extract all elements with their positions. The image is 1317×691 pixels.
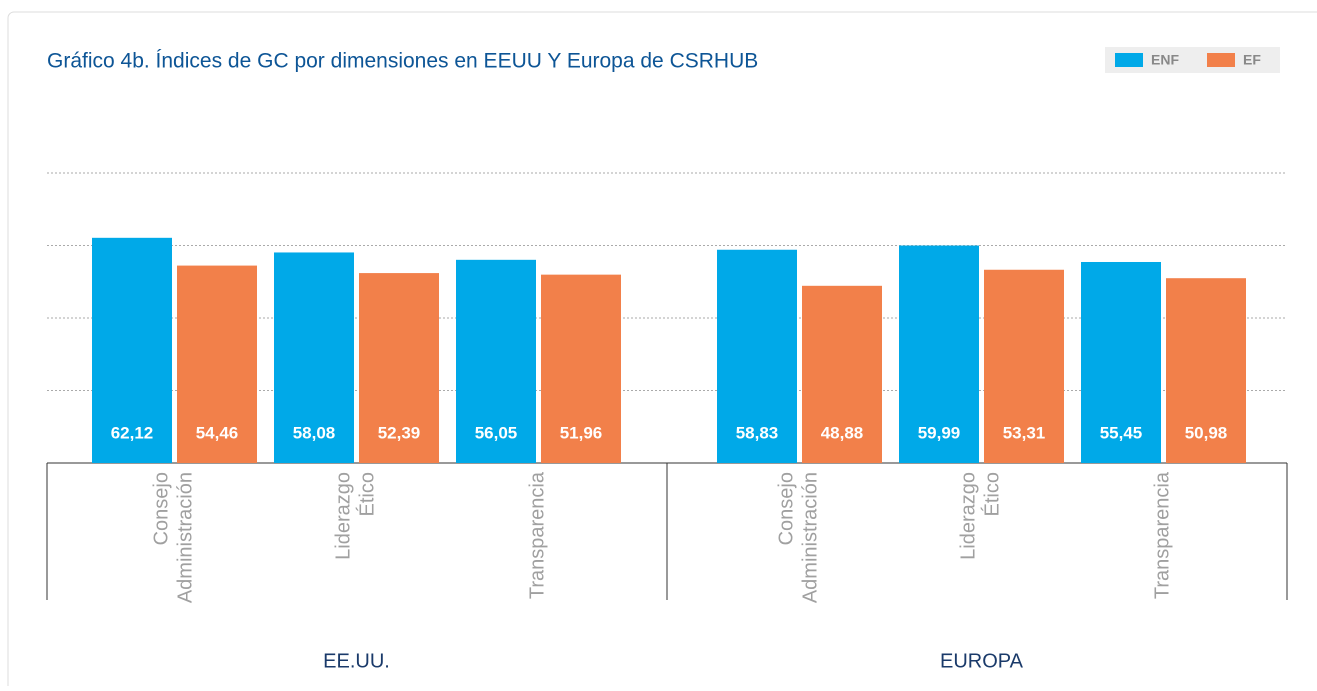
category-line: Consejo	[151, 472, 173, 545]
category-line: Transparencia	[1152, 471, 1174, 599]
bar	[274, 252, 354, 463]
value-label: 56,05	[475, 423, 518, 442]
value-label: 59,99	[918, 423, 961, 442]
category-label: Transparencia	[527, 471, 549, 599]
bar	[899, 245, 979, 463]
bar	[1166, 278, 1246, 463]
bar	[92, 237, 172, 463]
value-label: 50,98	[1185, 423, 1228, 442]
bar	[541, 274, 621, 463]
legend-swatch	[1207, 53, 1235, 67]
value-label: 52,39	[378, 423, 421, 442]
bar	[359, 273, 439, 463]
category-line: Ético	[981, 472, 1004, 516]
value-label: 54,46	[196, 423, 239, 442]
value-label: 51,96	[560, 423, 603, 442]
category-line: Administración	[800, 472, 822, 603]
legend-swatch	[1115, 53, 1143, 67]
category-label: Transparencia	[1152, 471, 1174, 599]
bar	[802, 285, 882, 463]
card	[7, 11, 1317, 691]
value-label: 55,45	[1100, 423, 1143, 442]
category-label: Liderazgo Ético	[333, 472, 379, 560]
group-label: EE.UU.	[323, 650, 390, 672]
value-label: 62,12	[111, 423, 154, 442]
bar	[984, 269, 1064, 463]
category-label: Liderazgo Ético	[958, 472, 1004, 560]
bar	[456, 259, 536, 463]
legend-label: EF	[1243, 52, 1261, 68]
value-label: 53,31	[1003, 423, 1046, 442]
value-label: 48,88	[821, 423, 864, 442]
value-label: 58,08	[293, 423, 336, 442]
bar	[717, 249, 797, 463]
value-label: 58,83	[736, 423, 779, 442]
chart-title: Gráfico 4b. Índices de GC por dimensione…	[47, 50, 758, 73]
category-line: Liderazgo	[333, 472, 355, 560]
category-line: Liderazgo	[958, 472, 980, 560]
category-label: Consejo Administración	[151, 472, 197, 603]
bar	[1081, 261, 1161, 463]
category-label: Consejo Administración	[776, 472, 822, 603]
category-line: Ético	[356, 472, 379, 516]
category-line: Consejo	[776, 472, 798, 545]
legend-label: ENF	[1151, 52, 1179, 68]
category-line: Administración	[175, 472, 197, 603]
category-line: Transparencia	[527, 471, 549, 599]
bar	[177, 265, 257, 463]
group-label: EUROPA	[940, 650, 1024, 672]
